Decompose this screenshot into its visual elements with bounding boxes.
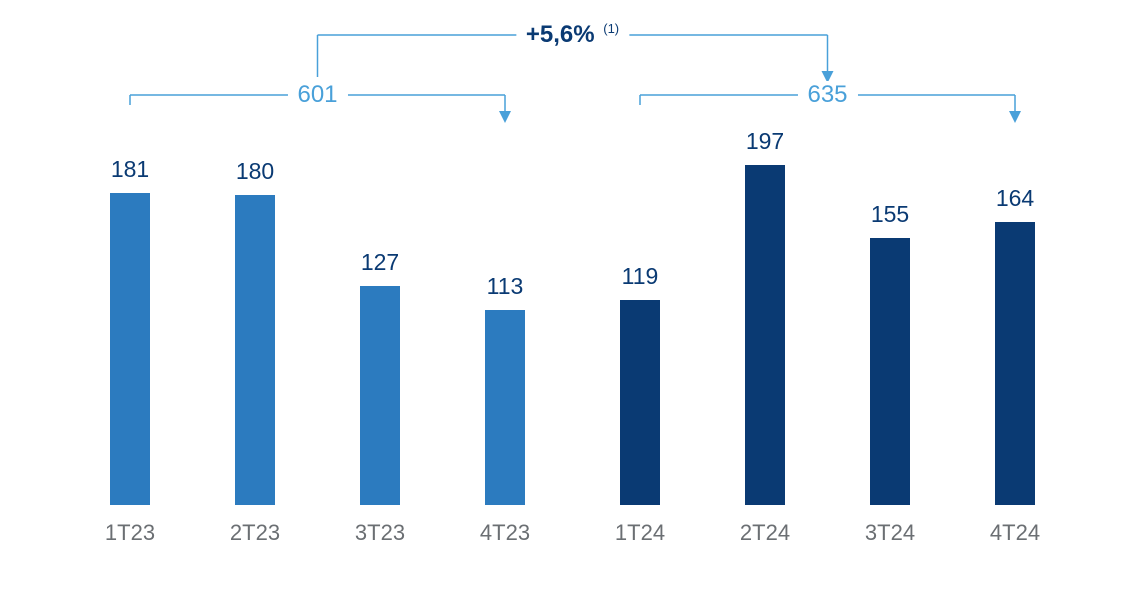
annotation-layer: 601 635 +5,6% (1) [80,0,1080,160]
bar [995,222,1035,505]
bar-value-label: 113 [487,273,524,300]
bar-chart: 181 180 127 113 119 197 155 164 1T23 2T23 3T23 4T2… [80,160,1080,560]
bar-value-label: 197 [746,128,784,155]
bar-slot: 113 [485,160,525,505]
x-axis-label: 4T24 [990,520,1040,546]
bar [870,238,910,505]
bar-value-label: 180 [236,158,274,185]
bar [620,300,660,505]
plot-area: 181 180 127 113 119 197 155 164 [80,160,1080,505]
bar-value-label: 181 [111,156,149,183]
bar [235,195,275,506]
bar-slot: 155 [870,160,910,505]
growth-text: +5,6% [526,21,595,48]
bar-slot: 119 [620,160,660,505]
growth-label: +5,6% (1) [516,21,629,49]
growth-footnote: (1) [603,21,619,36]
x-axis-label: 3T24 [865,520,915,546]
group-total-label: 635 [797,81,857,109]
bar-slot: 197 [745,160,785,505]
bar [745,165,785,505]
x-axis-label: 1T23 [105,520,155,546]
x-axis-label: 2T23 [230,520,280,546]
x-axis-label: 2T24 [740,520,790,546]
bar-slot: 181 [110,160,150,505]
bar-value-label: 127 [361,249,399,276]
bar [110,193,150,505]
bar-value-label: 119 [622,263,659,290]
bar-slot: 180 [235,160,275,505]
x-axis-label: 1T24 [615,520,665,546]
bar-slot: 164 [995,160,1035,505]
bar [360,286,400,505]
bar-slot: 127 [360,160,400,505]
x-axis-label: 4T23 [480,520,530,546]
group-total-label: 601 [287,81,347,109]
x-axis-label: 3T23 [355,520,405,546]
bar-value-label: 155 [871,201,909,228]
bar [485,310,525,505]
bar-value-label: 164 [996,185,1034,212]
